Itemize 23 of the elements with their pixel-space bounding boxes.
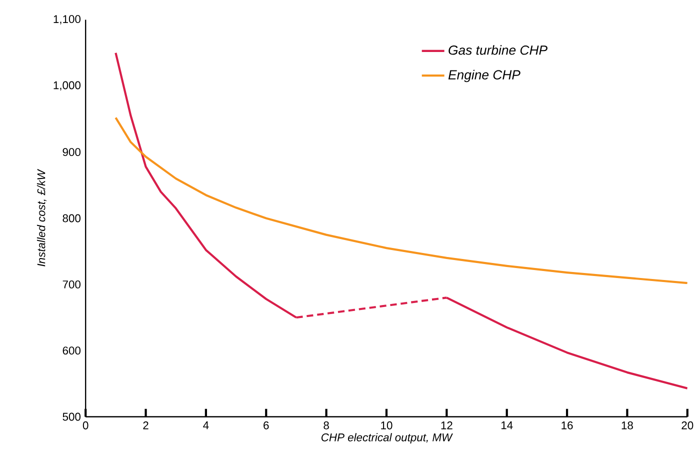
legend-label: Gas turbine CHP xyxy=(448,45,548,55)
x-tick-label: 12 xyxy=(441,421,452,430)
y-axis-title: Installed cost, £/kW xyxy=(36,168,47,266)
x-tick-label: 18 xyxy=(622,421,633,430)
x-tick-label: 14 xyxy=(501,421,513,430)
y-tick-label: 500 xyxy=(62,412,80,421)
x-tick-label: 16 xyxy=(562,421,573,430)
x-axis-title: CHP electrical output, MW xyxy=(321,433,453,444)
y-tick-label: 1,000 xyxy=(54,81,80,90)
y-tick-label: 700 xyxy=(62,280,80,288)
y-tick-label: 900 xyxy=(62,148,80,156)
x-tick-label: 20 xyxy=(682,421,694,430)
x-tick-label: 0 xyxy=(82,421,88,430)
line-series xyxy=(114,116,688,284)
x-tick-label: 4 xyxy=(203,421,209,430)
x-tick-label: 2 xyxy=(143,421,148,430)
y-tick-label: 600 xyxy=(62,346,80,354)
x-tick-label: 10 xyxy=(381,421,392,430)
x-tick-label: 8 xyxy=(324,421,329,430)
legend-label: Engine CHP xyxy=(448,70,520,82)
y-tick-label: 1,100 xyxy=(54,15,80,24)
x-tick-label: 6 xyxy=(264,421,269,430)
y-tick-label: 800 xyxy=(62,214,80,222)
